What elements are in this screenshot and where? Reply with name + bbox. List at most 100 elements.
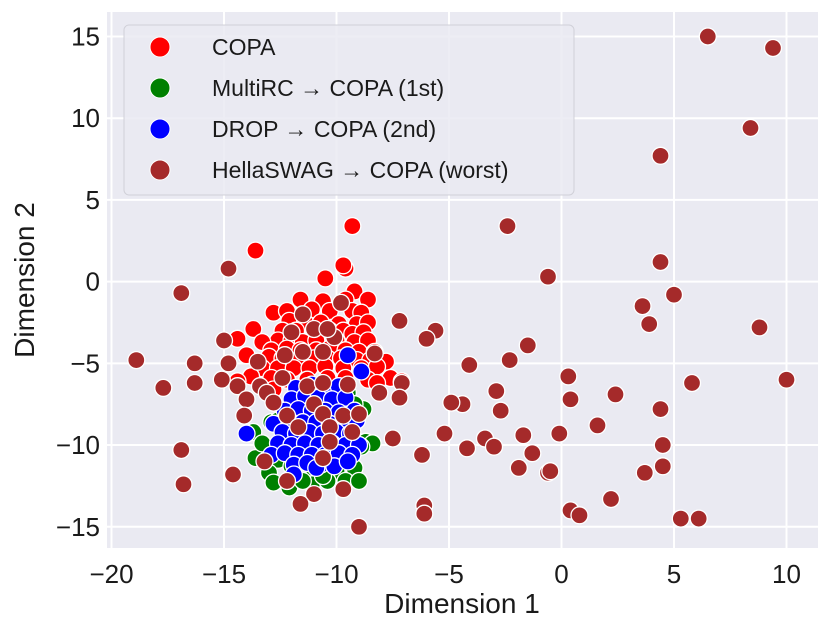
data-point xyxy=(777,370,796,389)
legend-marker-drop xyxy=(149,118,171,140)
data-point xyxy=(651,399,670,419)
data-point xyxy=(606,385,625,404)
data-point xyxy=(538,267,558,286)
y-axis-ticks: −15 −10 −5 0 5 10 15 xyxy=(56,22,100,542)
data-point xyxy=(291,494,310,514)
legend-label-hellaswag: HellaSWAG → COPA (worst) xyxy=(212,157,508,183)
data-point xyxy=(457,439,477,458)
x-tick-label: 10 xyxy=(772,559,801,589)
data-point xyxy=(390,311,409,331)
data-point xyxy=(415,504,434,523)
data-point xyxy=(320,432,339,451)
y-tick-label: 10 xyxy=(71,103,100,133)
data-point xyxy=(698,27,717,46)
y-tick-label: 0 xyxy=(86,267,100,297)
data-point xyxy=(518,336,537,355)
data-point xyxy=(349,517,369,536)
data-point xyxy=(653,457,672,476)
data-point xyxy=(282,323,301,342)
data-point xyxy=(154,378,173,398)
data-point xyxy=(651,252,670,272)
data-point xyxy=(689,509,708,528)
data-point xyxy=(633,296,652,316)
data-point xyxy=(412,445,432,465)
series-3 xyxy=(127,27,796,536)
data-point xyxy=(343,422,362,442)
data-point xyxy=(651,146,670,165)
data-point xyxy=(313,373,333,393)
data-point xyxy=(338,375,357,394)
data-point xyxy=(237,390,256,409)
data-point xyxy=(244,319,263,339)
legend-label-multirc: MultiRC → COPA (1st) xyxy=(212,75,444,101)
data-point xyxy=(498,216,517,236)
data-point xyxy=(390,388,409,407)
data-point xyxy=(293,342,312,362)
data-point xyxy=(550,424,569,443)
data-point xyxy=(172,283,191,303)
data-point xyxy=(338,452,357,471)
data-point xyxy=(255,452,274,471)
data-point xyxy=(653,435,672,455)
data-point xyxy=(523,444,542,463)
data-point xyxy=(277,471,297,491)
data-point xyxy=(277,406,297,425)
data-point xyxy=(331,293,351,313)
data-point xyxy=(640,314,659,334)
data-point xyxy=(127,350,146,370)
x-axis-ticks: −20 −15 −10 −5 0 5 10 xyxy=(89,559,801,589)
data-point xyxy=(172,440,191,460)
data-point xyxy=(185,373,204,393)
data-point xyxy=(500,350,519,370)
data-point xyxy=(487,381,506,401)
data-point xyxy=(298,377,317,396)
data-point xyxy=(741,118,760,138)
x-axis-label: Dimension 1 xyxy=(384,588,540,619)
data-point xyxy=(349,471,369,491)
data-point xyxy=(671,509,690,528)
data-point xyxy=(228,377,247,396)
data-point xyxy=(313,342,333,362)
legend-box xyxy=(123,24,575,196)
legend-label-copa: COPA xyxy=(212,34,276,60)
x-tick-label: 0 xyxy=(554,559,568,589)
data-point xyxy=(246,241,265,260)
data-point xyxy=(514,426,533,445)
data-point xyxy=(334,406,353,425)
data-point xyxy=(343,216,362,236)
legend-marker-copa xyxy=(149,36,171,58)
y-tick-label: 15 xyxy=(71,22,100,52)
data-point xyxy=(763,38,783,58)
x-tick-label: −10 xyxy=(314,559,358,589)
data-point xyxy=(223,465,243,484)
legend: COPA MultiRC → COPA (1st) DROP → COPA (2… xyxy=(123,24,575,196)
data-point xyxy=(682,373,702,393)
data-point xyxy=(313,448,333,468)
data-point xyxy=(185,354,204,373)
data-point xyxy=(219,259,238,278)
data-point xyxy=(750,318,769,337)
data-point xyxy=(214,331,234,350)
legend-marker-hellaswag xyxy=(149,159,171,181)
data-point xyxy=(316,269,335,288)
data-point xyxy=(561,390,580,409)
data-point xyxy=(601,489,621,509)
data-point xyxy=(417,329,436,348)
x-tick-label: −20 xyxy=(89,559,133,589)
data-point xyxy=(365,344,384,363)
data-point xyxy=(235,406,254,425)
data-point xyxy=(289,417,308,437)
x-tick-label: −15 xyxy=(202,559,246,589)
data-point xyxy=(293,305,312,324)
y-axis-label: Dimension 2 xyxy=(9,202,40,358)
data-point xyxy=(237,424,256,443)
data-point xyxy=(264,393,283,412)
data-point xyxy=(664,285,684,304)
data-point xyxy=(174,475,193,494)
data-point xyxy=(491,401,510,420)
data-point xyxy=(248,352,267,371)
data-point xyxy=(541,462,560,481)
data-point xyxy=(588,416,607,435)
y-tick-label: −5 xyxy=(70,348,100,378)
